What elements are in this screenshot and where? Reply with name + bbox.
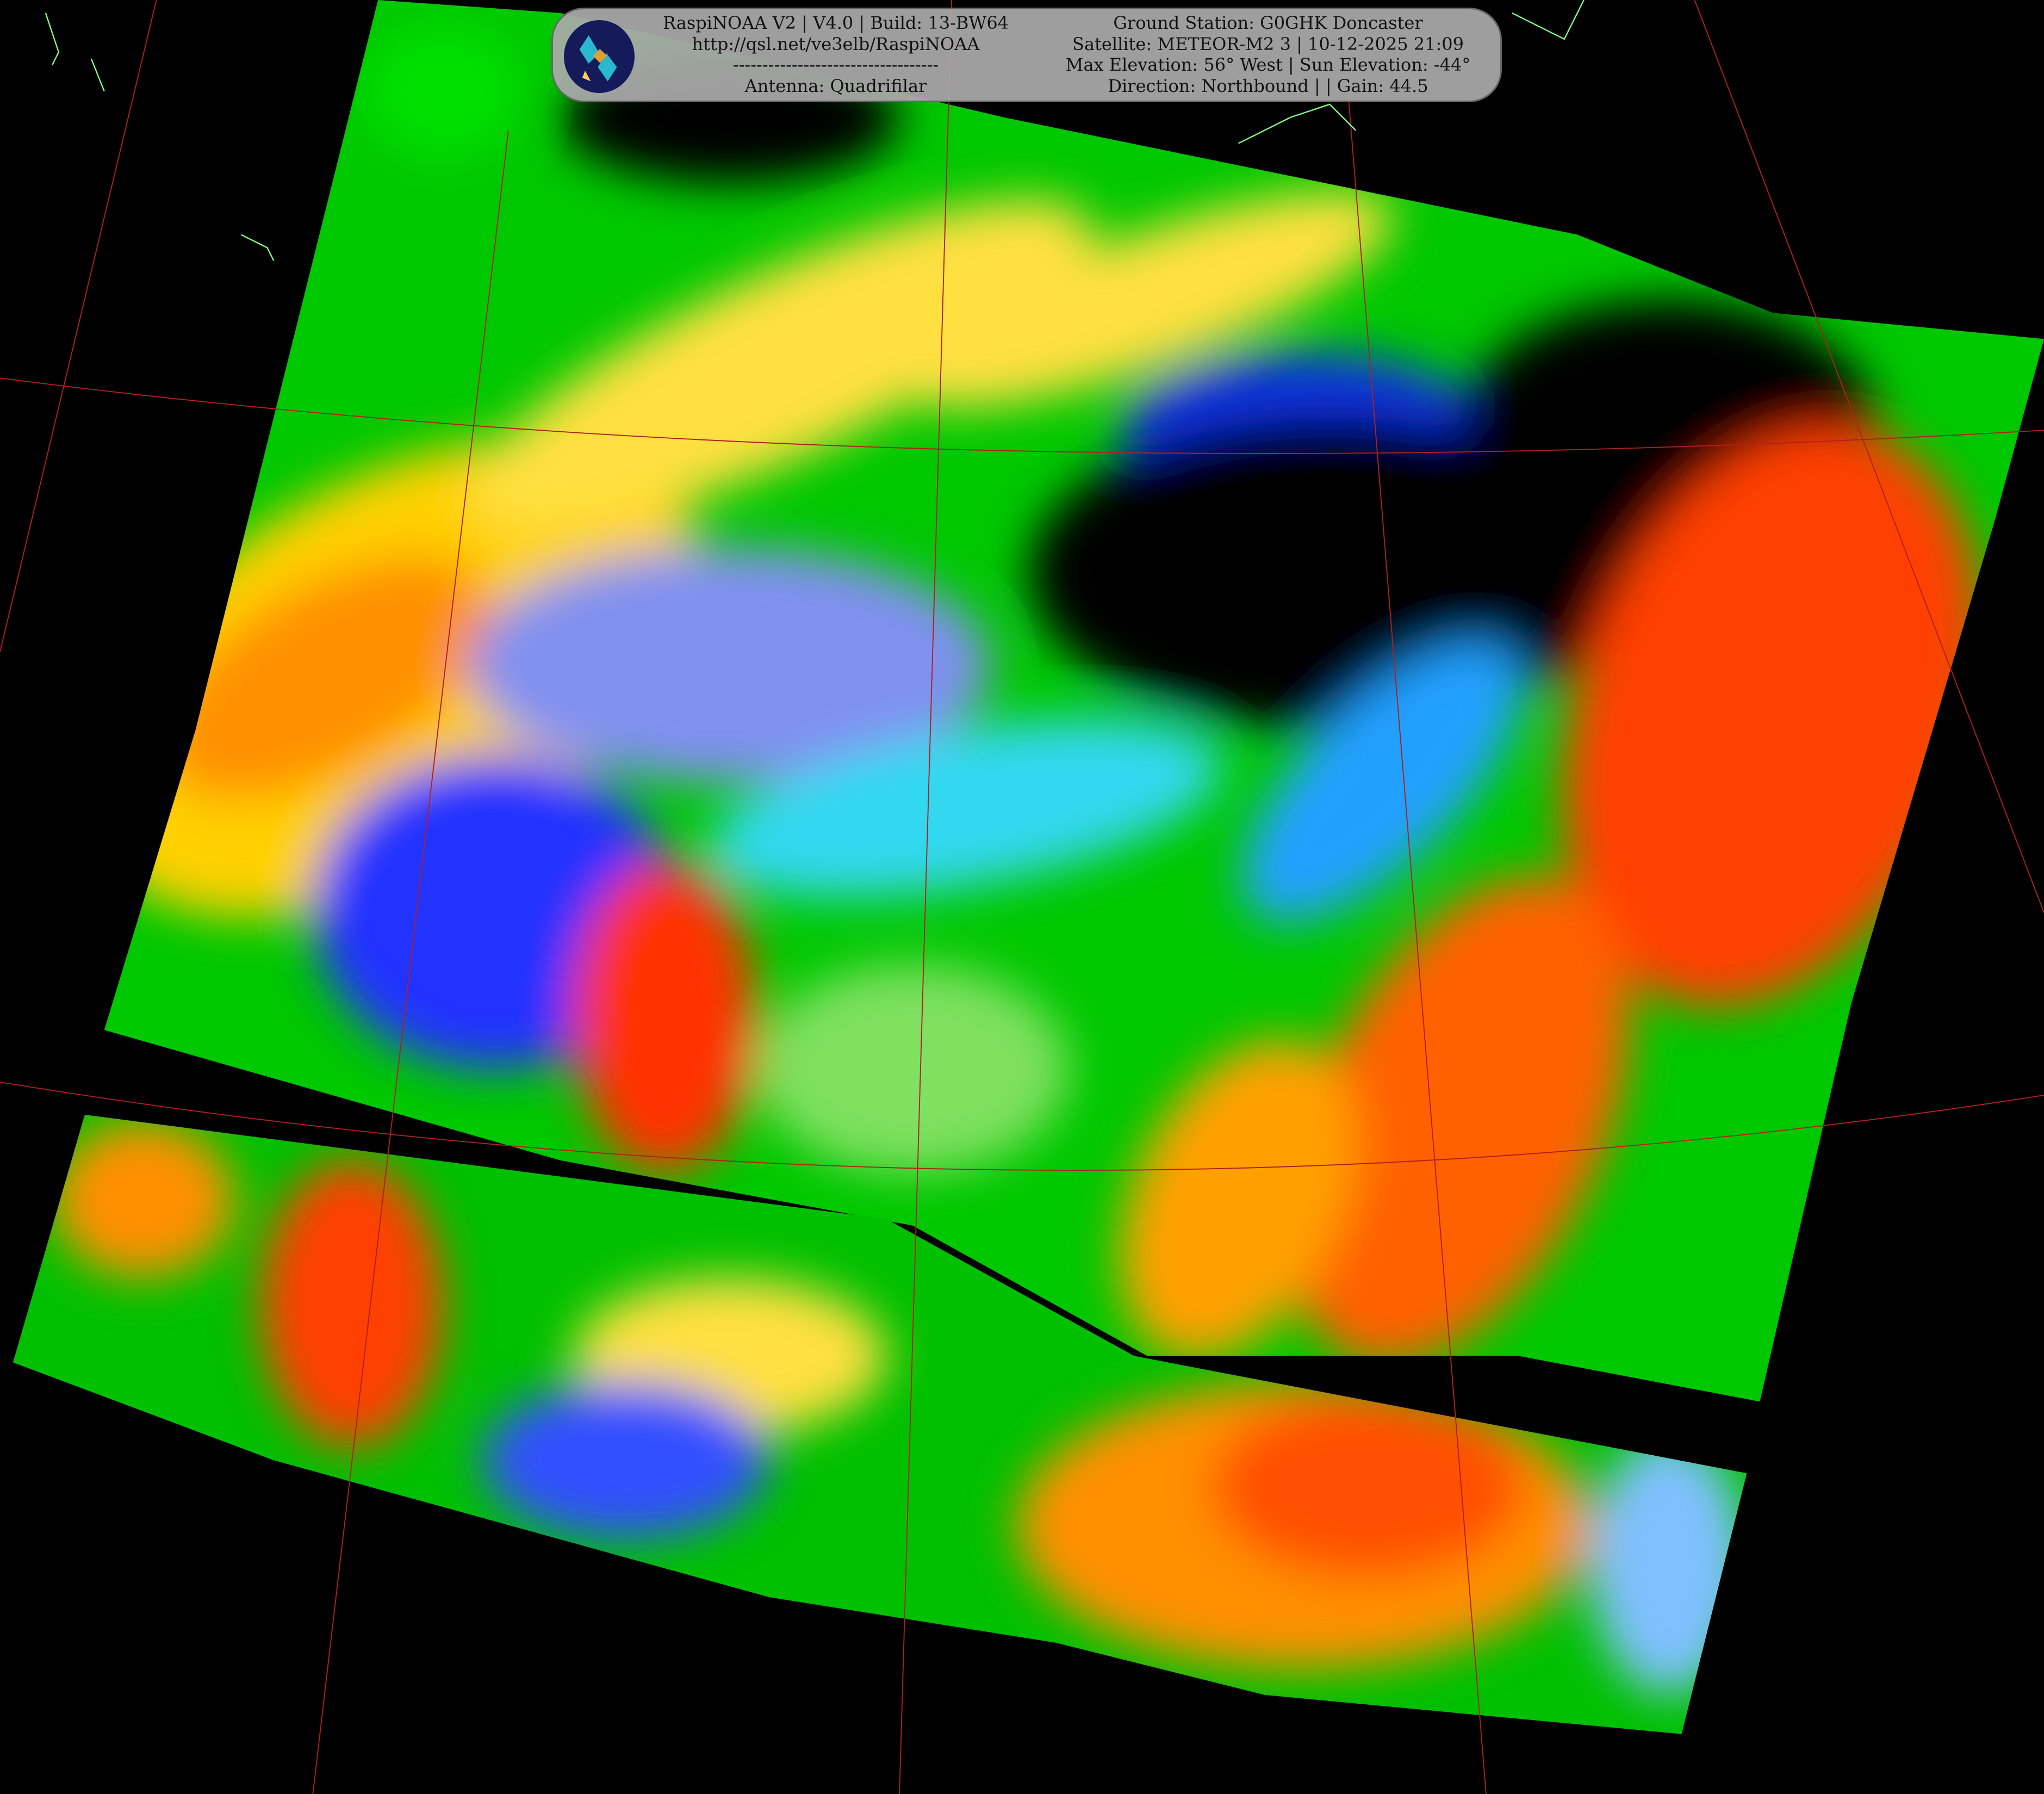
direction-gain: Direction: Northbound | | Gain: 44.5: [1108, 75, 1428, 96]
pass-info: Ground Station: G0GHK Doncaster Satellit…: [1042, 13, 1494, 96]
software-info: RaspiNOAA V2 | V4.0 | Build: 13-BW64 htt…: [635, 13, 1037, 96]
ground-station: Ground Station: G0GHK Doncaster: [1113, 13, 1423, 33]
software-version: RaspiNOAA V2 | V4.0 | Build: 13-BW64: [662, 13, 1009, 33]
elevation-info: Max Elevation: 56° West | Sun Elevation:…: [1065, 54, 1471, 75]
project-url: http://qsl.net/ve3elb/RaspiNOAA: [692, 33, 980, 54]
coastline: [45, 0, 1585, 262]
satellite-datetime: Satellite: METEOR-M2 3 | 10-12-2025 21:0…: [1072, 33, 1464, 54]
separator: -----------------------------------: [732, 54, 939, 75]
antenna-info: Antenna: Quadrifilar: [744, 75, 927, 96]
satellite-icon: [564, 20, 635, 93]
pass-info-banner: RaspiNOAA V2 | V4.0 | Build: 13-BW64 htt…: [551, 8, 1502, 102]
